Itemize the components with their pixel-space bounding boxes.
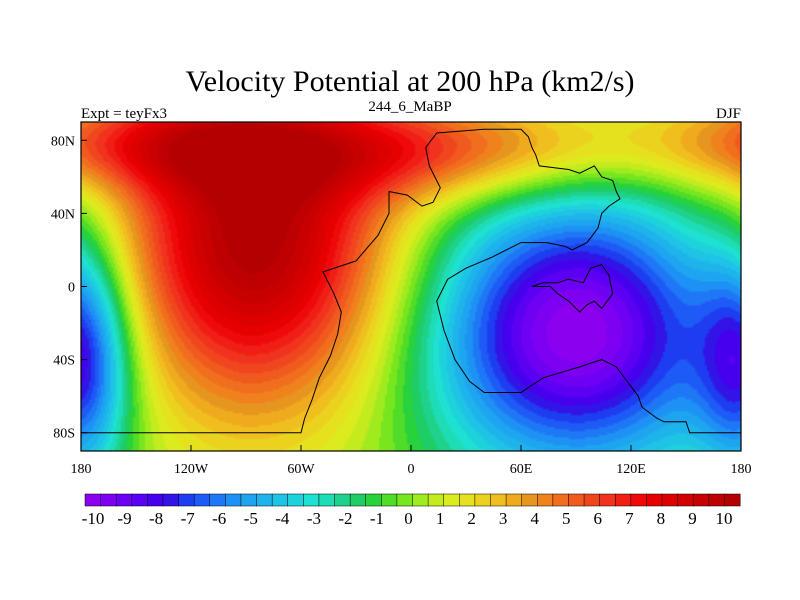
colorbar-label: -6	[212, 509, 226, 528]
colorbar-label: 1	[436, 509, 445, 528]
colorbar-label: -8	[149, 509, 163, 528]
colorbar-swatch	[256, 493, 273, 507]
colorbar-swatch	[147, 493, 164, 507]
colorbar-swatch	[84, 493, 102, 507]
colorbar-label: -7	[181, 509, 196, 528]
colorbar-swatch	[599, 493, 616, 507]
colorbar-swatch	[724, 493, 741, 507]
colorbar-swatch	[193, 493, 211, 507]
colorbar-swatch	[552, 493, 569, 507]
y-axis: 80N 40N 0 40S 80S	[51, 134, 87, 442]
colorbar-swatch	[614, 493, 632, 507]
colorbar-label: 5	[562, 509, 571, 528]
colorbar-swatch	[131, 493, 148, 507]
colorbar-label: 4	[530, 509, 539, 528]
colorbar-swatch	[427, 493, 445, 507]
colorbar-swatch	[100, 493, 117, 507]
colorbar-swatch	[412, 493, 429, 507]
colorbar-swatch	[287, 493, 304, 507]
colorbar-label: 7	[625, 509, 634, 528]
colorbar-label: 6	[594, 509, 603, 528]
map-area	[80, 121, 742, 452]
colorbar-swatch	[115, 493, 133, 507]
colorbar-swatch	[583, 493, 601, 507]
colorbar-label: -5	[244, 509, 258, 528]
colorbar-label: -4	[275, 509, 290, 528]
colorbar-swatch	[490, 493, 507, 507]
colorbar-swatch	[209, 493, 226, 507]
colorbar-swatch	[505, 493, 523, 507]
colorbar: -10 -9 -8 -7 -6 -5 -4 -3 -2 -1 0 1 2 3 4 5 6 7 8 9 10	[82, 493, 741, 528]
colorbar-swatch	[677, 493, 694, 507]
x-tick-label: 180	[731, 462, 752, 477]
x-tick-label: 180	[71, 462, 92, 477]
colorbar-label: 3	[499, 509, 508, 528]
subtitle-experiment: Expt = teyFx3	[81, 106, 167, 122]
colorbar-swatch	[646, 493, 663, 507]
colorbar-swatch	[178, 493, 195, 507]
colorbar-swatch	[443, 493, 460, 507]
colorbar-swatch	[365, 493, 382, 507]
chart-title: Velocity Potential at 200 hPa (km2/s)	[185, 65, 634, 98]
colorbar-swatch	[334, 493, 351, 507]
colorbar-swatch	[692, 493, 710, 507]
colorbar-swatch	[396, 493, 413, 507]
y-tick-label: 0	[68, 281, 75, 296]
x-axis: 180 120W 60W 0 60E 120E 180	[71, 445, 752, 477]
subtitle-case: 244_6_MaBP	[368, 99, 451, 115]
y-tick-label: 80N	[51, 134, 75, 149]
colorbar-label: -9	[117, 509, 131, 528]
colorbar-swatch	[459, 493, 476, 507]
x-tick-label: 0	[408, 462, 415, 477]
colorbar-swatch	[708, 493, 725, 507]
velocity-potential-field	[81, 122, 741, 451]
colorbar-swatch	[303, 493, 320, 507]
colorbar-swatch	[521, 493, 538, 507]
colorbar-swatch	[630, 493, 647, 507]
colorbar-swatch	[318, 493, 335, 507]
colorbar-label: 9	[688, 509, 697, 528]
subtitle-season: DJF	[716, 106, 741, 122]
colorbar-swatch	[474, 493, 491, 507]
colorbar-label: 8	[657, 509, 666, 528]
x-tick-label: 120E	[616, 462, 646, 477]
colorbar-swatch	[537, 493, 554, 507]
coastline-outline	[81, 128, 741, 434]
y-tick-label: 40S	[53, 354, 75, 369]
colorbar-label: -2	[338, 509, 352, 528]
colorbar-label: -10	[82, 509, 105, 528]
x-tick-label: 60W	[287, 462, 315, 477]
colorbar-label: -3	[307, 509, 321, 528]
colorbar-swatch	[271, 493, 289, 507]
colorbar-swatch	[661, 493, 679, 507]
y-tick-label: 40N	[51, 207, 75, 222]
colorbar-label: 2	[467, 509, 476, 528]
y-tick-label: 80S	[53, 427, 75, 442]
colorbar-swatch	[568, 493, 585, 507]
x-tick-label: 120W	[174, 462, 209, 477]
colorbar-label: 10	[716, 509, 733, 528]
colorbar-label: -1	[370, 509, 384, 528]
x-tick-label: 60E	[510, 462, 533, 477]
colorbar-swatch	[162, 493, 180, 507]
colorbar-swatch	[349, 493, 367, 507]
colorbar-label: 0	[404, 509, 413, 528]
colorbar-swatch	[225, 493, 242, 507]
colorbar-swatch	[240, 493, 257, 507]
colorbar-swatch	[381, 493, 398, 507]
